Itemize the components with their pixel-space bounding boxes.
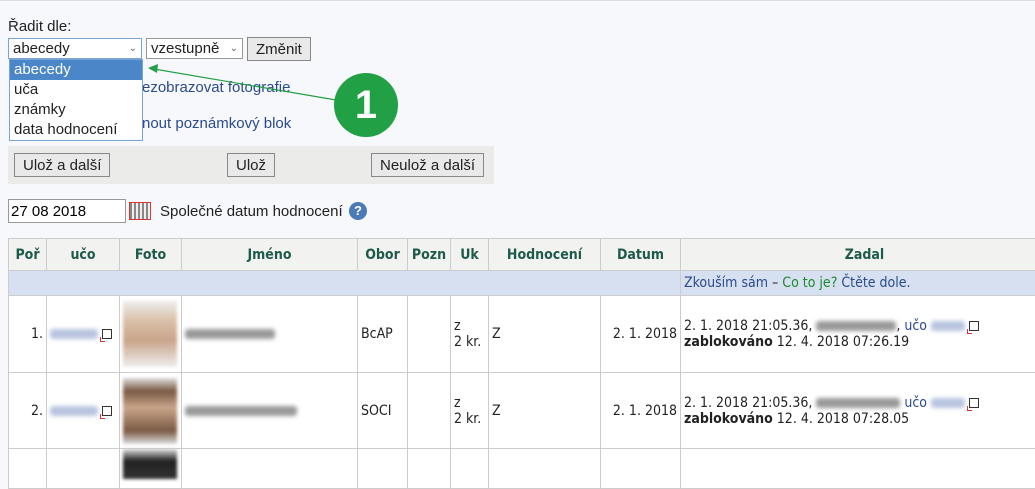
self-test-link[interactable]: Zkouším sám — [684, 275, 768, 291]
blocked-timestamp: 12. 4. 2018 07:26.19 — [777, 334, 909, 350]
teacher-uco-link[interactable] — [931, 398, 965, 408]
pozn — [408, 296, 451, 373]
sort-field-dropdown: abecedy uča známky data hodnocení — [9, 59, 143, 141]
external-link-icon[interactable] — [969, 321, 979, 331]
what-is-it-link[interactable]: Co to je? — [782, 275, 837, 291]
col-foto: Foto — [120, 239, 182, 271]
row-number: 2. — [9, 373, 47, 449]
teacher-uco-label: učo — [904, 318, 927, 334]
help-icon[interactable]: ? — [349, 202, 367, 220]
uk-type: z — [454, 395, 485, 411]
table-row — [9, 449, 1035, 489]
chevron-down-icon: ⌄ — [129, 43, 137, 54]
chevron-down-icon: ⌄ — [230, 43, 238, 54]
col-datum[interactable]: Datum — [601, 239, 681, 271]
calendar-icon[interactable] — [129, 202, 151, 220]
col-obor[interactable]: Obor — [358, 239, 408, 271]
option-znamky[interactable]: známky — [10, 100, 142, 120]
row-number: 1. — [9, 296, 47, 373]
read-below-text: Čtěte dole. — [837, 275, 910, 291]
teacher-name — [816, 321, 896, 331]
table-header: Poř učo Foto Jméno Obor Pozn Uk Hodnocen… — [9, 239, 1035, 271]
col-jmeno[interactable]: Jméno — [182, 239, 358, 271]
teacher-uco-link[interactable] — [931, 321, 965, 331]
grade: Z — [489, 373, 601, 449]
external-link-icon[interactable] — [102, 329, 112, 339]
dash: – — [768, 275, 782, 291]
external-link-icon[interactable] — [102, 406, 112, 416]
obor: BcAP — [358, 296, 408, 373]
uco-link[interactable] — [50, 329, 98, 339]
external-link-icon[interactable] — [969, 398, 979, 408]
col-pozn: Pozn — [408, 239, 451, 271]
sort-label: Řadit dle: — [8, 18, 71, 35]
pozn — [408, 373, 451, 449]
uk-credits: 2 kr. — [454, 411, 485, 427]
date: 2. 1. 2018 — [601, 296, 681, 373]
col-zadal: Zadal — [681, 239, 1035, 271]
uco-link[interactable] — [50, 406, 98, 416]
blocked-timestamp: 12. 4. 2018 07:28.05 — [777, 411, 909, 427]
teacher-uco-label: učo — [904, 395, 927, 411]
entered-timestamp: 2. 1. 2018 21:05.36, — [684, 395, 812, 411]
blocked-label: zablokováno — [684, 411, 773, 427]
option-data-hodnoceni[interactable]: data hodnocení — [10, 120, 142, 140]
change-button[interactable]: Změnit — [247, 37, 311, 61]
save-button[interactable]: Ulož — [227, 153, 275, 177]
student-photo — [123, 378, 177, 444]
student-name[interactable] — [185, 329, 275, 339]
option-uca[interactable]: uča — [10, 80, 142, 100]
col-hodnoceni[interactable]: Hodnocení — [489, 239, 601, 271]
nosave-next-button[interactable]: Neulož a další — [371, 153, 484, 177]
info-row: Zkouším sám – Co to je? Čtěte dole. — [9, 271, 1035, 296]
student-name[interactable] — [185, 406, 297, 416]
obor: SOCI — [358, 373, 408, 449]
top-divider — [0, 0, 1035, 1]
blocked-label: zablokováno — [684, 334, 773, 350]
uk-type: z — [454, 318, 485, 334]
save-next-button[interactable]: Ulož a další — [14, 153, 110, 177]
student-photo — [123, 301, 177, 367]
sort-field-select[interactable]: abecedy ⌄ — [8, 38, 142, 59]
callout-number: 1 — [334, 83, 398, 128]
uk-credits: 2 kr. — [454, 334, 485, 350]
sort-order-select[interactable]: vzestupně ⌄ — [146, 38, 243, 59]
date-label: Společné datum hodnocení — [160, 203, 343, 220]
sort-field-value: abecedy — [13, 40, 70, 57]
col-por[interactable]: Poř — [9, 239, 47, 271]
teacher-name — [816, 398, 900, 408]
student-photo — [123, 449, 177, 479]
students-table: Poř učo Foto Jméno Obor Pozn Uk Hodnocen… — [8, 238, 1035, 489]
option-abecedy[interactable]: abecedy — [10, 60, 142, 80]
date: 2. 1. 2018 — [601, 373, 681, 449]
grade: Z — [489, 296, 601, 373]
col-uco[interactable]: učo — [47, 239, 120, 271]
col-uk: Uk — [451, 239, 489, 271]
sort-order-value: vzestupně — [151, 40, 219, 57]
entered-timestamp: 2. 1. 2018 21:05.36, — [684, 318, 812, 334]
date-input[interactable] — [8, 199, 126, 223]
